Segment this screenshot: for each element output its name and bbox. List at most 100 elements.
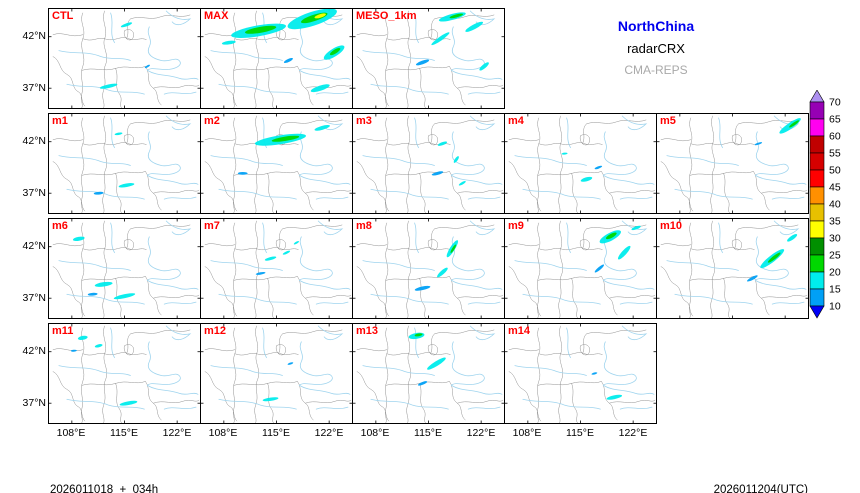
lon-tick-label: 115°E xyxy=(110,427,138,439)
radar-echo xyxy=(118,183,135,188)
colorbar-tick-label: 65 xyxy=(829,114,841,126)
valid-time-utc: 2026011204(UTC) xyxy=(713,484,808,493)
radar-echo xyxy=(437,141,448,146)
radar-echo xyxy=(314,124,330,131)
panel-m13: m13 xyxy=(352,323,505,424)
panel-map xyxy=(49,324,200,423)
panel-label: m9 xyxy=(508,220,524,232)
panel-CTL: CTL xyxy=(48,8,201,109)
colorbar-tick-label: 70 xyxy=(829,97,841,109)
colorbar-tick-label: 10 xyxy=(829,301,841,313)
panel-m3: m3 xyxy=(352,113,505,214)
radar-echo xyxy=(99,83,118,89)
radar-echo xyxy=(293,241,299,245)
radar-echo xyxy=(310,84,330,93)
panel-map xyxy=(353,219,504,318)
lon-tick-label: 115°E xyxy=(566,427,594,439)
panel-map xyxy=(49,9,200,108)
colorbar-tick-label: 55 xyxy=(829,148,841,160)
radar-echo xyxy=(282,250,291,255)
lon-tick-label: 122°E xyxy=(618,427,648,439)
panel-label: CTL xyxy=(52,10,74,22)
panel-map xyxy=(505,219,656,318)
radar-echo xyxy=(244,25,277,34)
panel-m7: m7 xyxy=(200,218,353,319)
colorbar-band xyxy=(809,118,825,137)
panel-m12: m12 xyxy=(200,323,353,424)
colorbar-band xyxy=(809,237,825,256)
panel-map xyxy=(353,324,504,423)
panel-label: m1 xyxy=(52,115,68,127)
radar-echo xyxy=(631,225,641,231)
colorbar-tick-label: 30 xyxy=(829,233,841,245)
panel-label: m4 xyxy=(508,115,524,127)
radar-echo xyxy=(414,285,431,291)
colorbar-band xyxy=(809,220,825,239)
product-title: radarCRX xyxy=(627,41,685,56)
panel-label: m2 xyxy=(204,115,220,127)
radar-echo xyxy=(591,372,598,375)
colorbar-band xyxy=(809,203,825,222)
colorbar-band xyxy=(809,152,825,171)
radar-echo xyxy=(262,397,279,402)
radar-echo xyxy=(114,132,123,136)
panel-label: m5 xyxy=(660,115,676,127)
panel-map xyxy=(201,114,352,213)
colorbar-band xyxy=(809,254,825,273)
radar-echo xyxy=(144,64,150,69)
lat-tick-label: 42°N xyxy=(22,135,46,147)
panel-label: m6 xyxy=(52,220,68,232)
panel-m8: m8 xyxy=(352,218,505,319)
colorbar-tick-label: 15 xyxy=(829,284,841,296)
panel-m6: m6 xyxy=(48,218,201,319)
radar-echo xyxy=(479,62,489,71)
radar-echo xyxy=(113,293,136,300)
radar-echo xyxy=(417,381,428,386)
radar-echo xyxy=(787,234,798,242)
panel-map xyxy=(353,9,504,108)
radar-echo xyxy=(414,333,423,337)
radar-echo xyxy=(221,40,236,45)
panel-map xyxy=(49,219,200,318)
colorbar-tick-label: 25 xyxy=(829,250,841,262)
panel-label: m7 xyxy=(204,220,220,232)
panel-m14: m14 xyxy=(504,323,657,424)
init-time-utc: 2026011018 + 034h xyxy=(50,484,159,493)
radar-echo xyxy=(93,191,104,195)
panel-label: MAX xyxy=(204,10,229,22)
panel-map xyxy=(49,114,200,213)
colorbar-band xyxy=(809,169,825,188)
panel-label: m14 xyxy=(508,325,531,337)
panel-label: m11 xyxy=(52,325,74,337)
colorbar-band xyxy=(809,186,825,205)
panel-map xyxy=(505,324,656,423)
radar-echo xyxy=(458,181,466,186)
panel-m5: m5 xyxy=(656,113,809,214)
radar-echo xyxy=(465,21,484,32)
panel-m10: m10 xyxy=(656,218,809,319)
lat-tick-label: 42°N xyxy=(22,30,46,42)
panel-map xyxy=(201,324,352,423)
radar-echo xyxy=(120,22,133,28)
panel-MAX: MAX xyxy=(200,8,353,109)
colorbar-tick-label: 50 xyxy=(829,165,841,177)
panel-label: m13 xyxy=(356,325,379,337)
radar-echo xyxy=(94,281,113,287)
radar-echo xyxy=(594,264,605,273)
radar-echo xyxy=(415,59,430,66)
lon-tick-label: 108°E xyxy=(512,427,542,439)
lon-tick-label: 122°E xyxy=(314,427,344,439)
colorbar-tick-label: 45 xyxy=(829,182,841,194)
radar-echo xyxy=(594,165,603,170)
colorbar-bottom-arrow xyxy=(809,305,825,319)
colorbar-tick-label: 35 xyxy=(829,216,841,228)
radar-echo xyxy=(283,57,293,63)
valid-time-block: 2026011204(UTC) 2026011212(CST) xyxy=(560,449,808,493)
colorbar-tick-label: 60 xyxy=(829,131,841,143)
colorbar-tick-label: 20 xyxy=(829,267,841,279)
colorbar-band xyxy=(809,101,825,120)
radar-echo xyxy=(271,135,300,142)
lon-tick-label: 122°E xyxy=(466,427,496,439)
radar-echo xyxy=(314,13,326,19)
